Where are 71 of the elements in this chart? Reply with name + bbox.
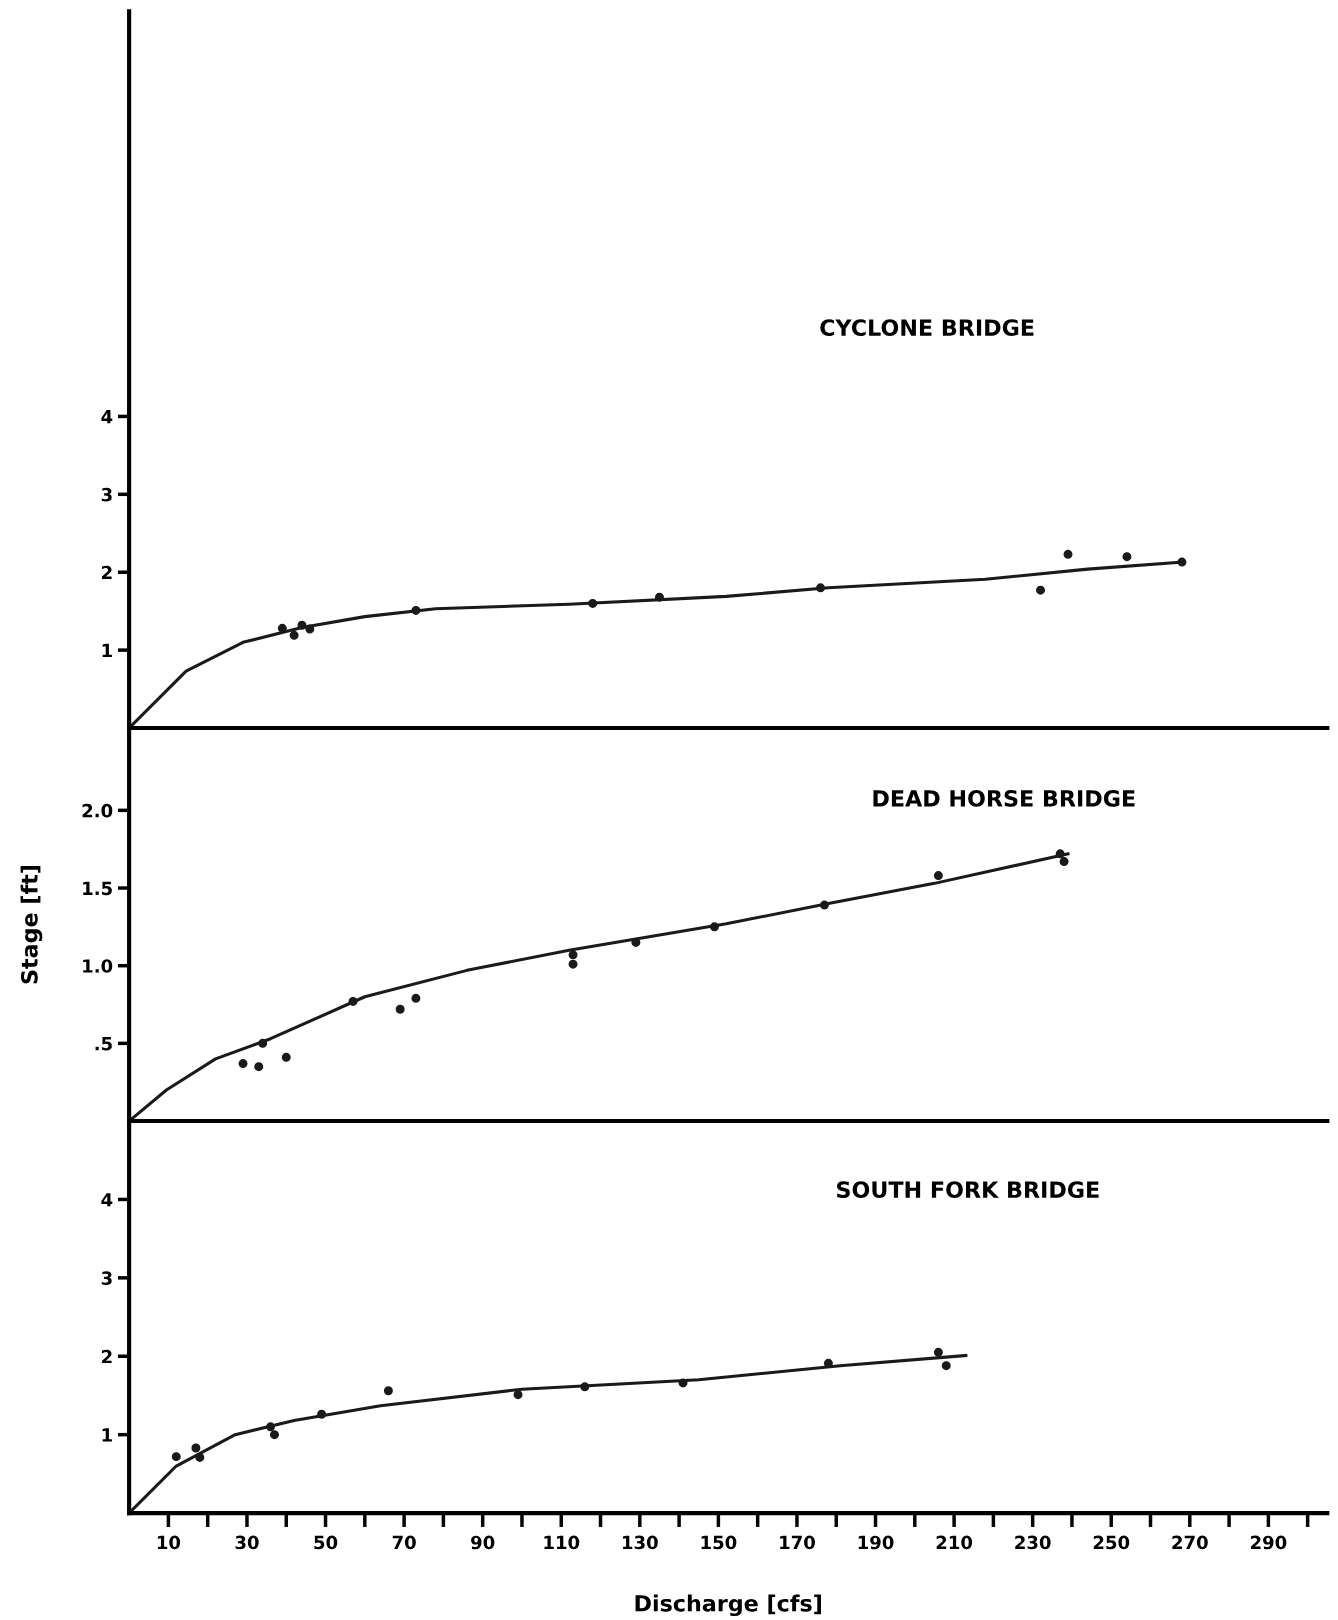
- x-tick-label: 130: [623, 1535, 658, 1550]
- point: [941, 1361, 951, 1371]
- text: CYCLONE BRIDGE: [820, 319, 1034, 336]
- point: [1063, 549, 1073, 559]
- x-tick-label: 290: [1250, 1535, 1287, 1550]
- y-tick-label: 1.5: [83, 881, 112, 896]
- y-tick-label: 1.0: [83, 959, 113, 973]
- x-tick-label: 150: [701, 1535, 737, 1550]
- x-tick-label: 170: [780, 1535, 815, 1550]
- point: [1177, 557, 1187, 567]
- text: DEAD HORSE BRIDGE: [873, 789, 1135, 807]
- y-tick-label: 1: [102, 1428, 112, 1442]
- point: [195, 1452, 205, 1462]
- point: [933, 1347, 943, 1357]
- y-tick-label: 3: [101, 487, 112, 502]
- point: [933, 871, 943, 881]
- point: [258, 1038, 268, 1048]
- point: [568, 950, 578, 960]
- y-tick-label: 4: [101, 1193, 113, 1207]
- point: [1055, 849, 1065, 859]
- point: [171, 1452, 181, 1462]
- line-series: [129, 852, 1070, 1122]
- x-tick-label: 230: [1015, 1535, 1051, 1550]
- point: [238, 1059, 248, 1069]
- point: [277, 623, 287, 633]
- point: [513, 1390, 523, 1400]
- y-tick-label: 3: [101, 1271, 112, 1285]
- point: [1036, 585, 1046, 595]
- point: [411, 605, 421, 615]
- point: [281, 1052, 291, 1062]
- point: [568, 959, 578, 969]
- x-tick-label: 270: [1172, 1535, 1208, 1550]
- y-tick-label: 2: [102, 565, 112, 580]
- x-tick-label: 70: [392, 1535, 416, 1550]
- x-tick-label: 10: [157, 1535, 181, 1550]
- point: [317, 1409, 327, 1419]
- x-tick-label: 250: [1093, 1535, 1130, 1550]
- x-axis-title: Discharge [cfs]: [635, 1594, 821, 1617]
- point: [254, 1062, 264, 1072]
- point: [1059, 857, 1069, 867]
- x-tick-label: 50: [314, 1535, 338, 1550]
- point: [191, 1443, 201, 1453]
- y-tick-label: 2: [102, 1349, 112, 1364]
- text: SOUTH FORK BRIDGE: [837, 1181, 1099, 1199]
- x-tick-label: 190: [858, 1535, 894, 1550]
- y-tick-label: 1: [102, 643, 112, 657]
- point: [588, 598, 598, 608]
- point: [348, 996, 358, 1006]
- point: [269, 1430, 279, 1440]
- point: [305, 624, 315, 634]
- x-tick-label: 210: [936, 1535, 973, 1550]
- point: [654, 592, 664, 602]
- point: [297, 620, 307, 630]
- y-tick-label: .5: [95, 1037, 112, 1051]
- x-tick-label: 110: [544, 1535, 580, 1550]
- y-axis-title: Stage [ft]: [20, 865, 43, 984]
- x-tick-label: 90: [471, 1535, 495, 1550]
- y-tick-label: 4: [101, 410, 113, 424]
- point: [678, 1378, 688, 1388]
- point: [580, 1382, 590, 1392]
- point: [709, 922, 719, 932]
- x-tick-label: 30: [235, 1535, 259, 1550]
- y-tick-label: 2.0: [82, 803, 113, 818]
- point: [411, 993, 421, 1003]
- point: [816, 583, 826, 593]
- point: [289, 630, 299, 640]
- point: [819, 900, 829, 910]
- point: [395, 1004, 405, 1014]
- point: [266, 1422, 276, 1432]
- point: [383, 1386, 393, 1396]
- point: [1122, 552, 1132, 562]
